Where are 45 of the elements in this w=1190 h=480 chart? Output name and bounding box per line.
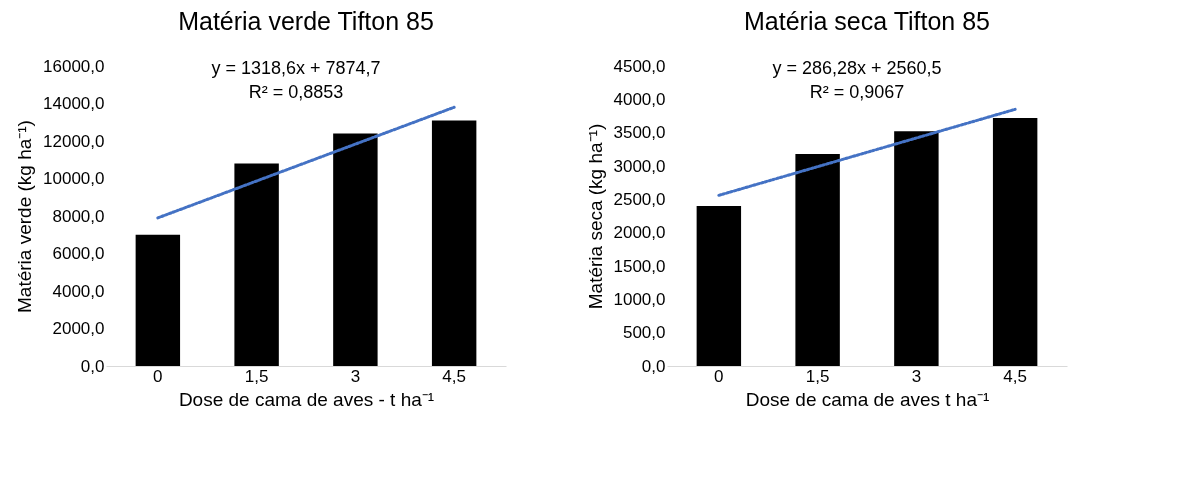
y-tick-label: 3000,0 — [613, 156, 666, 176]
y-tick-label: 3500,0 — [613, 123, 666, 143]
bar — [992, 118, 1038, 366]
annotation: y = 286,28x + 2560,5 — [772, 58, 942, 78]
x-tick-label: 1,5 — [805, 366, 830, 386]
chart-title: Matéria seca Tifton 85 — [744, 7, 990, 35]
bar — [894, 131, 939, 366]
y-tick-label: 2500,0 — [613, 189, 666, 209]
x-axis-title: Dose de cama de aves - t ha⁻¹ — [178, 388, 435, 410]
annotation: R² = 0,8853 — [248, 82, 344, 102]
x-tick-label: 3 — [911, 366, 922, 386]
y-tick-label: 1000,0 — [613, 289, 666, 309]
x-tick-label: 1,5 — [244, 366, 269, 386]
chart-title: Matéria verde Tifton 85 — [178, 7, 434, 35]
y-tick-label: 500,0 — [622, 323, 666, 343]
y-tick-label: 0,0 — [80, 356, 105, 376]
bar — [431, 120, 477, 366]
annotation: R² = 0,9067 — [809, 82, 905, 102]
y-tick-label: 1500,0 — [613, 256, 666, 276]
y-tick-label: 2000,0 — [52, 319, 105, 338]
y-tick-label: 10000,0 — [43, 169, 105, 188]
y-tick-label: 4000,0 — [52, 281, 105, 301]
y-tick-label: 12000,0 — [43, 131, 105, 151]
y-tick-label: 8000,0 — [52, 206, 105, 226]
y-tick-label: 2000,0 — [613, 223, 666, 243]
bar — [696, 206, 742, 366]
x-tick-label: 4,5 — [442, 366, 466, 386]
x-tick-label: 0 — [153, 366, 163, 386]
y-axis-title: Matéria verde (kg ha⁻¹) — [14, 120, 36, 313]
y-axis-title: Matéria seca (kg ha⁻¹) — [584, 123, 606, 310]
y-tick-label: 4500,0 — [613, 56, 666, 76]
y-tick-label: 16000,0 — [43, 56, 105, 76]
x-tick-label: 4,5 — [1003, 366, 1027, 386]
x-tick-label: 0 — [714, 366, 724, 386]
y-tick-label: 0,0 — [641, 356, 666, 376]
bar — [135, 234, 181, 366]
y-tick-label: 4000,0 — [613, 89, 666, 109]
bar — [333, 133, 378, 366]
x-tick-label: 3 — [350, 366, 361, 386]
y-tick-label: 14000,0 — [43, 94, 105, 113]
x-axis-title: Dose de cama de aves t ha⁻¹ — [745, 388, 990, 410]
bar — [234, 163, 279, 366]
y-tick-label: 6000,0 — [52, 244, 105, 263]
bar — [795, 154, 840, 366]
annotation: y = 1318,6x + 7874,7 — [211, 58, 381, 78]
